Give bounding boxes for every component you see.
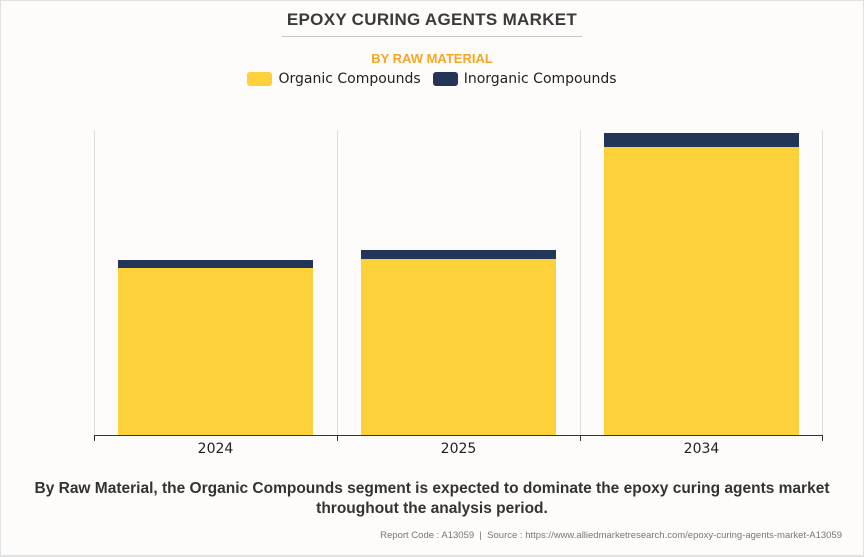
x-tick — [94, 435, 95, 441]
bar-segment-inorganic-compounds[interactable] — [118, 259, 313, 268]
chart-subtitle: BY RAW MATERIAL — [371, 51, 493, 66]
x-tick — [337, 435, 338, 441]
bar-segment-inorganic-compounds[interactable] — [604, 133, 799, 148]
x-tick — [580, 435, 581, 441]
gridline — [822, 130, 823, 435]
chart-title: EPOXY CURING AGENTS MARKET — [286, 10, 578, 29]
legend-item-inorganic[interactable]: Inorganic Compounds — [432, 71, 617, 87]
bar-segment-organic-compounds[interactable] — [361, 259, 556, 435]
gridline — [337, 130, 338, 435]
chart-caption: By Raw Material, the Organic Compounds s… — [0, 479, 864, 519]
source-note: Report Code : A13059 | Source : https://… — [380, 530, 842, 541]
plot-area: 2024 2025 2034 — [94, 130, 823, 457]
legend-swatch-inorganic — [432, 72, 458, 86]
bar-2025[interactable] — [361, 249, 556, 435]
x-label-2034: 2034 — [683, 441, 720, 457]
legend: Organic Compounds Inorganic Compounds — [0, 71, 864, 87]
x-label-2024: 2024 — [197, 441, 234, 457]
x-tick — [822, 435, 823, 441]
legend-label-organic: Organic Compounds — [278, 71, 421, 87]
legend-item-organic[interactable]: Organic Compounds — [247, 71, 421, 87]
bar-2024[interactable] — [118, 259, 313, 435]
bar-segment-organic-compounds[interactable] — [118, 267, 313, 435]
legend-swatch-organic — [247, 72, 273, 86]
legend-label-inorganic: Inorganic Compounds — [463, 71, 617, 87]
bar-2034[interactable] — [604, 133, 799, 435]
caption-line-2: throughout the analysis period. — [316, 500, 548, 517]
bar-segment-organic-compounds[interactable] — [604, 147, 799, 435]
bar-segment-inorganic-compounds[interactable] — [361, 249, 556, 259]
x-axis — [94, 435, 823, 436]
title-divider — [282, 36, 582, 37]
gridline — [94, 130, 95, 435]
gridline — [580, 130, 581, 435]
x-label-2025: 2025 — [440, 441, 477, 457]
caption-line-1: By Raw Material, the Organic Compounds s… — [34, 480, 830, 497]
